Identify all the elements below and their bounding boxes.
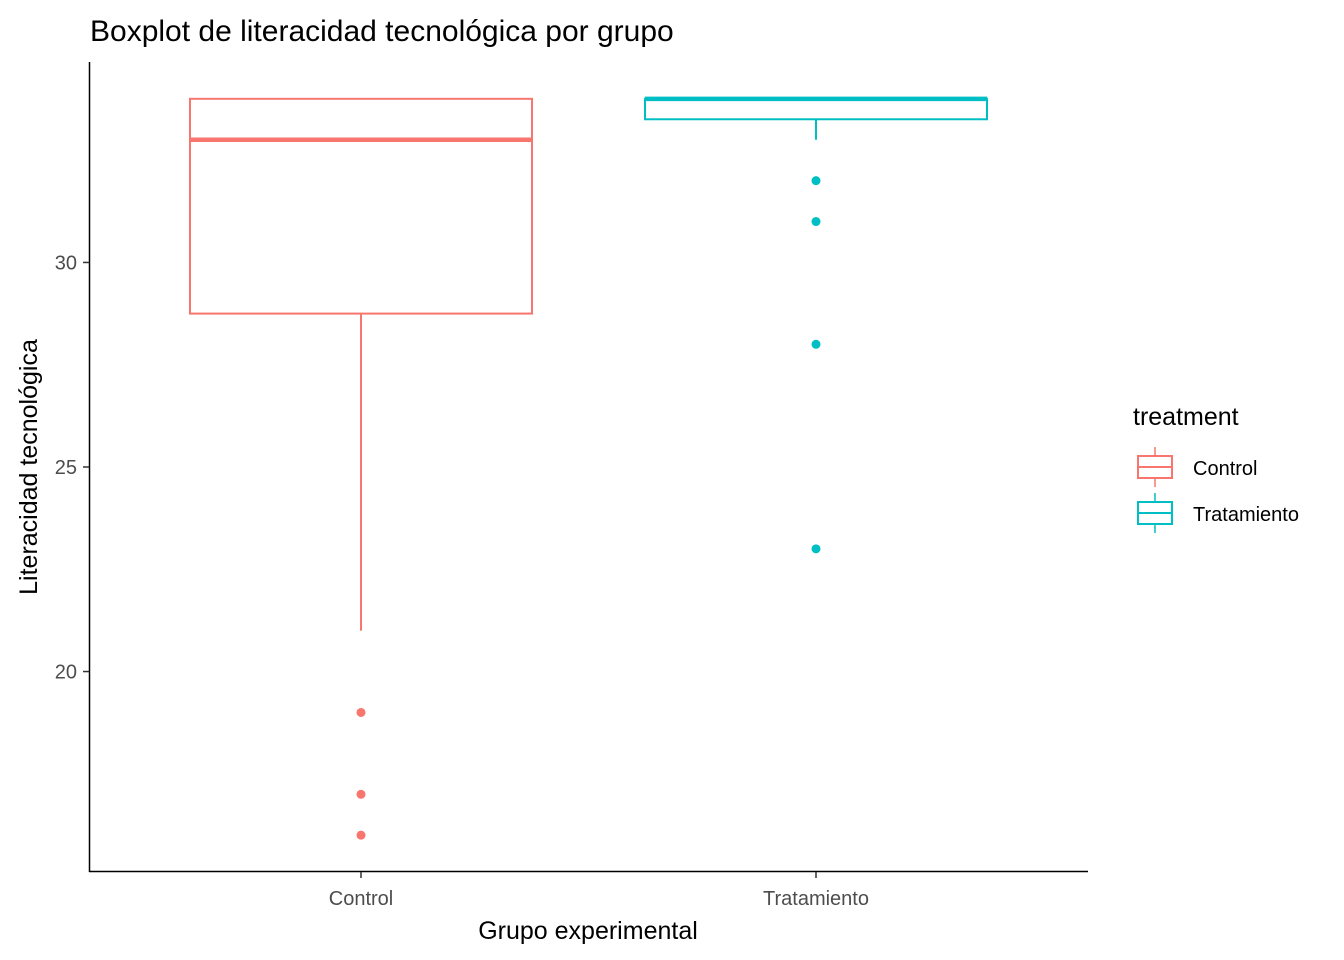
outlier-point: [356, 830, 366, 840]
outlier-point: [811, 544, 821, 554]
y-axis-title: Literacidad tecnológica: [15, 339, 43, 595]
y-tick-label: 30: [55, 252, 77, 274]
y-tick-label: 25: [55, 457, 77, 479]
outlier-point: [811, 176, 821, 186]
x-axis-ticks: Control Tratamiento: [329, 872, 869, 910]
x-tick-label: Tratamiento: [763, 888, 869, 910]
outlier-point: [811, 339, 821, 349]
plot-area: [189, 96, 988, 840]
box-tratamiento: [644, 96, 988, 554]
legend-label: Control: [1193, 458, 1257, 480]
legend-item-control: Control: [1137, 447, 1257, 487]
outlier-point: [811, 217, 821, 227]
iqr-box: [644, 97, 988, 121]
y-tick-label: 20: [55, 662, 77, 684]
legend-items: Control Tratamiento: [1137, 447, 1299, 533]
legend: treatment Control Tratamiento: [1133, 403, 1299, 533]
outlier-point: [356, 789, 366, 799]
y-axis-ticks: 20 25 30: [55, 252, 89, 684]
iqr-box: [189, 97, 533, 315]
x-axis-title: Grupo experimental: [478, 917, 698, 945]
box-control: [189, 97, 533, 840]
chart-title: Boxplot de literacidad tecnológica por g…: [90, 15, 674, 48]
x-tick-label: Control: [329, 888, 393, 910]
legend-item-tratamiento: Tratamiento: [1137, 493, 1299, 533]
legend-label: Tratamiento: [1193, 504, 1299, 526]
outlier-point: [356, 707, 366, 717]
legend-title: treatment: [1133, 403, 1239, 431]
